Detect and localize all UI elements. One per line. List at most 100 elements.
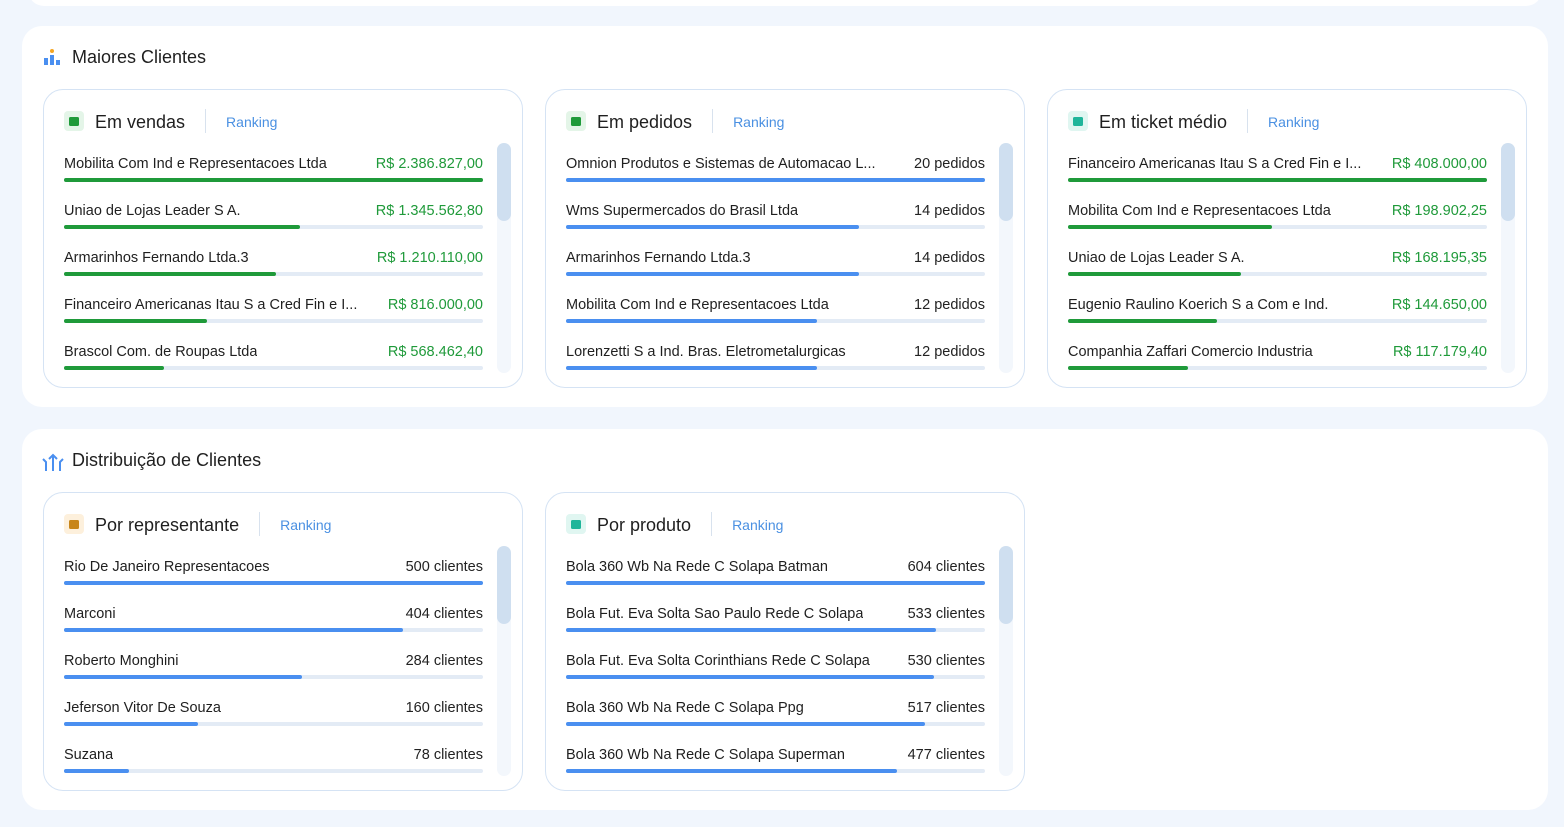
value-bar: [64, 272, 277, 276]
section-icon: [42, 451, 64, 478]
row-value: R$ 168.195,35: [1391, 250, 1487, 266]
separator: [712, 109, 714, 133]
value-bar: [1068, 272, 1241, 276]
section-panel: Distribuição de Clientes Por representant…: [22, 429, 1548, 810]
ranking-link[interactable]: Ranking: [733, 114, 785, 130]
row-value: 12 pedidos: [914, 297, 985, 313]
client-name: Bola Fut. Eva Solta Corinthians Rede C S…: [566, 653, 870, 669]
ranking-link[interactable]: Ranking: [732, 517, 784, 533]
scrollbar: [1501, 143, 1515, 373]
ranking-row: Armarinhos Fernando Ltda.3 R$ 1.210.110,0…: [64, 244, 483, 291]
ranking-row: Eugenio Raulino Koerich S a Com e Ind. R$…: [1068, 291, 1487, 338]
bar-track: [64, 272, 483, 276]
client-name: Armarinhos Fernando Ltda.3: [566, 250, 751, 266]
bar-track: [1068, 225, 1487, 229]
value-bar: [1068, 366, 1189, 370]
scroll-thumb[interactable]: [497, 546, 511, 624]
row-value: R$ 198.902,25: [1391, 203, 1487, 219]
bar-track: [566, 581, 985, 585]
separator: [205, 109, 207, 133]
value-bar: [64, 225, 301, 229]
card-title: Em pedidos: [597, 112, 693, 132]
ranking-row: Mobilita Com Ind e Representacoes Ltda R$…: [64, 150, 483, 197]
ranking-card: Por representante Ranking Rio De Janeiro R…: [43, 492, 523, 791]
card-icon: [566, 514, 586, 534]
bar-track: [566, 319, 985, 323]
ranking-row: Mobilita Com Ind e Representacoes Ltda 12…: [566, 291, 985, 338]
ranking-row: Bola 360 Wb Na Rede C Solapa Batman 604 c…: [566, 553, 985, 600]
value-bar: [64, 178, 483, 182]
bar-track: [64, 178, 483, 182]
ranking-row: Bola 360 Wb Na Rede C Solapa Superman 477…: [566, 741, 985, 775]
card-icon: [1068, 111, 1088, 131]
value-bar: [566, 722, 925, 726]
client-name: Financeiro Americanas Itau S a Cred Fin …: [64, 297, 358, 313]
row-value: R$ 144.650,00: [1391, 297, 1487, 313]
row-value: 604 clientes: [907, 559, 985, 575]
value-bar: [1068, 225, 1273, 229]
client-name: Eugenio Raulino Koerich S a Com e Ind.: [1068, 297, 1329, 313]
scroll-thumb[interactable]: [497, 143, 511, 221]
ranking-row: Lorenzetti S a Ind. Bras. Eletrometalurg…: [566, 338, 985, 372]
card-icon: [64, 514, 84, 534]
value-bar: [64, 675, 302, 679]
scroll-thumb[interactable]: [999, 143, 1013, 221]
ranking-row: Brascol Com. de Roupas Ltda R$ 568.462,40: [64, 338, 483, 372]
bar-track: [1068, 319, 1487, 323]
ranking-row: Financeiro Americanas Itau S a Cred Fin …: [1068, 150, 1487, 197]
section-title: Distribuição de Clientes: [72, 450, 262, 470]
bar-track: [566, 225, 985, 229]
separator: [1247, 109, 1249, 133]
scrollbar: [497, 546, 511, 776]
client-name: Wms Supermercados do Brasil Ltda: [566, 203, 799, 219]
bar-track: [64, 225, 483, 229]
value-bar: [64, 581, 483, 585]
ranking-row: Mobilita Com Ind e Representacoes Ltda R$…: [1068, 197, 1487, 244]
card-title: Por produto: [597, 515, 692, 535]
ranking-row: Financeiro Americanas Itau S a Cred Fin …: [64, 291, 483, 338]
ranking-list: Omnion Produtos e Sistemas de Automacao …: [566, 150, 985, 372]
row-value: 530 clientes: [907, 653, 985, 669]
ranking-link[interactable]: Ranking: [226, 114, 278, 130]
ranking-row: Jeferson Vitor De Souza 160 clientes: [64, 694, 483, 741]
card-title: Por representante: [95, 515, 240, 535]
bar-track: [64, 722, 483, 726]
client-name: Mobilita Com Ind e Representacoes Ltda: [566, 297, 829, 313]
client-name: Roberto Monghini: [64, 653, 179, 669]
row-value: 517 clientes: [907, 700, 985, 716]
value-bar: [64, 769, 130, 773]
row-value: 160 clientes: [405, 700, 483, 716]
ranking-row: Roberto Monghini 284 clientes: [64, 647, 483, 694]
client-name: Companhia Zaffari Comercio Industria: [1068, 344, 1313, 360]
client-name: Rio De Janeiro Representacoes: [64, 559, 270, 575]
ranking-link[interactable]: Ranking: [280, 517, 332, 533]
scrollbar: [999, 546, 1013, 776]
bar-track: [566, 366, 985, 370]
row-value: 404 clientes: [405, 606, 483, 622]
bar-track: [64, 628, 483, 632]
scrollbar: [497, 143, 511, 373]
ranking-link[interactable]: Ranking: [1268, 114, 1320, 130]
row-value: 78 clientes: [413, 747, 483, 763]
value-bar: [1068, 319, 1217, 323]
row-value: 284 clientes: [405, 653, 483, 669]
row-value: 500 clientes: [405, 559, 483, 575]
row-value: R$ 816.000,00: [387, 297, 483, 313]
client-name: Bola Fut. Eva Solta Sao Paulo Rede C Sol…: [566, 606, 864, 622]
client-name: Brascol Com. de Roupas Ltda: [64, 344, 258, 360]
ranking-row: Companhia Zaffari Comercio Industria R$ 1…: [1068, 338, 1487, 372]
ranking-list: Financeiro Americanas Itau S a Cred Fin …: [1068, 150, 1487, 372]
bar-track: [64, 675, 483, 679]
scroll-thumb[interactable]: [1501, 143, 1515, 221]
scroll-thumb[interactable]: [999, 546, 1013, 624]
row-value: R$ 408.000,00: [1391, 156, 1487, 172]
value-bar: [566, 581, 985, 585]
row-value: R$ 1.345.562,80: [375, 203, 483, 219]
separator: [259, 512, 261, 536]
client-name: Bola 360 Wb Na Rede C Solapa Batman: [566, 559, 828, 575]
ranking-row: Bola Fut. Eva Solta Corinthians Rede C S…: [566, 647, 985, 694]
ranking-row: Bola Fut. Eva Solta Sao Paulo Rede C Sol…: [566, 600, 985, 647]
client-name: Mobilita Com Ind e Representacoes Ltda: [64, 156, 327, 172]
value-bar: [566, 366, 818, 370]
